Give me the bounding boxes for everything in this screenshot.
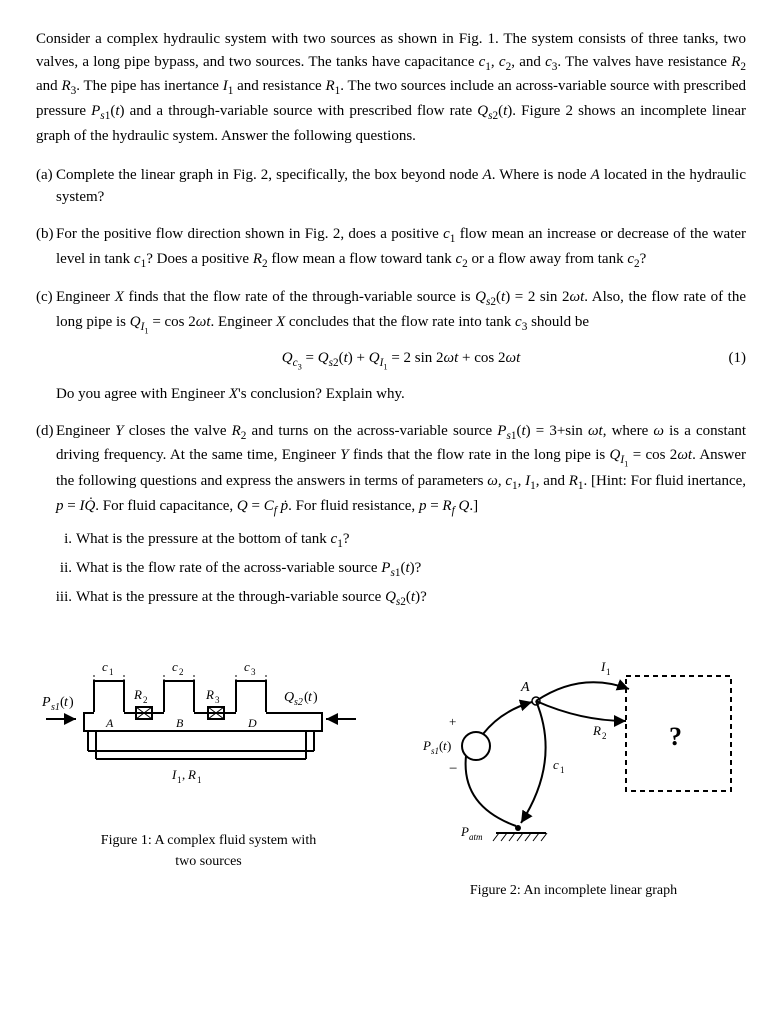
sublabel-i: i.: [42, 528, 72, 551]
svg-text:1: 1: [560, 765, 565, 775]
svg-text:2: 2: [179, 667, 184, 677]
sub-item-i: i. What is the pressure at the bottom of…: [76, 528, 746, 553]
sublabel-ii: ii.: [42, 557, 72, 580]
question-b: (b) For the positive flow direction show…: [56, 223, 746, 273]
svg-text:A: A: [520, 680, 530, 695]
svg-text:P: P: [41, 695, 51, 710]
svg-text:1: 1: [197, 775, 202, 785]
question-a: (a) Complete the linear graph in Fig. 2,…: [56, 164, 746, 209]
figure-1-caption: Figure 1: A complex fluid system withtwo…: [36, 830, 381, 872]
svg-text:A: A: [105, 716, 114, 730]
svg-text:P: P: [460, 824, 469, 839]
figure-1-svg: P s1 ( t ) c 1 R 2: [36, 651, 376, 811]
equation-1: Qc3 = Qs2(t) + QI1 = 2 sin 2ωt + cos 2ωt…: [56, 347, 746, 373]
figure-2-caption: Figure 2: An incomplete linear graph: [401, 880, 746, 901]
equation-text: Qc3 = Qs2(t) + QI1 = 2 sin 2ωt + cos 2ωt: [282, 350, 521, 366]
label-d: (d): [36, 420, 54, 443]
svg-text:2: 2: [143, 695, 148, 705]
svg-text:1: 1: [177, 775, 182, 785]
svg-text:Q: Q: [284, 690, 294, 705]
svg-text:P: P: [422, 738, 431, 753]
svg-text:3: 3: [215, 695, 220, 705]
svg-text:3: 3: [251, 667, 256, 677]
intro-paragraph: Consider a complex hydraulic system with…: [36, 28, 746, 148]
question-d: (d) Engineer Y closes the valve R2 and t…: [56, 420, 746, 611]
svg-text:,: ,: [182, 767, 185, 782]
svg-text:): ): [313, 690, 318, 705]
svg-text:2: 2: [602, 731, 607, 741]
svg-text:R: R: [133, 687, 142, 702]
svg-text:s2: s2: [294, 697, 303, 708]
svg-text:s1: s1: [431, 746, 439, 756]
question-list: (a) Complete the linear graph in Fig. 2,…: [36, 164, 746, 611]
sub-list-d: i. What is the pressure at the bottom of…: [56, 528, 746, 611]
sublabel-iii: iii.: [42, 586, 72, 609]
svg-text:c: c: [172, 659, 178, 674]
label-b: (b): [36, 223, 54, 246]
figure-2: ? A I 1 R 2 c 1 + − P s1 ( t ): [401, 651, 746, 902]
sub-item-iii: iii. What is the pressure at the through…: [76, 586, 746, 611]
svg-text:+: +: [449, 714, 456, 729]
svg-text:): ): [447, 738, 451, 753]
label-c: (c): [36, 286, 53, 309]
svg-text:R: R: [205, 687, 214, 702]
svg-text:R: R: [592, 723, 601, 738]
label-a: (a): [36, 164, 53, 187]
svg-text:R: R: [187, 767, 196, 782]
sub-item-ii: ii. What is the flow rate of the across-…: [76, 557, 746, 582]
svg-text:1: 1: [109, 667, 114, 677]
svg-text:c: c: [553, 757, 559, 772]
figure-2-svg: ? A I 1 R 2 c 1 + − P s1 ( t ): [401, 651, 741, 861]
svg-text:B: B: [176, 716, 184, 730]
svg-text:c: c: [102, 659, 108, 674]
svg-text:atm: atm: [469, 832, 483, 842]
svg-text:c: c: [244, 659, 250, 674]
equation-number: (1): [729, 347, 747, 370]
svg-text:): ): [69, 695, 74, 710]
svg-text:?: ?: [669, 722, 682, 751]
svg-text:D: D: [247, 716, 257, 730]
svg-text:1: 1: [606, 667, 611, 677]
figure-1: P s1 ( t ) c 1 R 2: [36, 651, 381, 902]
svg-text:s1: s1: [51, 702, 60, 713]
figures-row: P s1 ( t ) c 1 R 2: [36, 651, 746, 902]
question-c: (c) Engineer X finds that the flow rate …: [56, 286, 746, 405]
svg-text:−: −: [449, 761, 457, 777]
